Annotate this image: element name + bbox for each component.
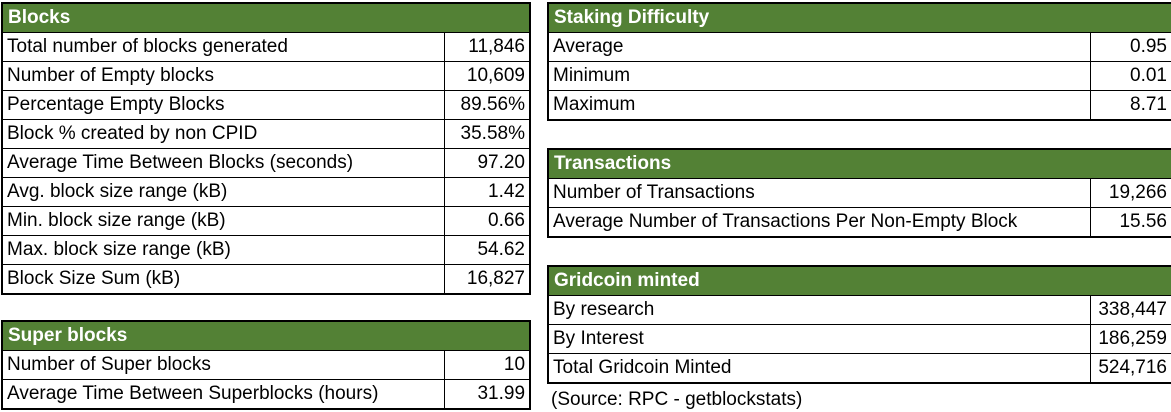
source-note: (Source: RPC - getblockstats)	[551, 389, 803, 410]
stat-value: 0.95	[1089, 32, 1171, 62]
stat-value: 0.66	[443, 206, 531, 236]
table-row: Average Time Between Superblocks (hours)…	[1, 379, 531, 410]
stat-value: 10,609	[443, 61, 531, 91]
stat-label: Average Time Between Blocks (seconds)	[1, 148, 445, 178]
stat-label: Average Number of Transactions Per Non-E…	[547, 207, 1091, 238]
table-row: Number of Transactions 19,266	[547, 178, 1171, 208]
transactions-table: Transactions Number of Transactions 19,2…	[547, 148, 1171, 238]
blocks-table: Blocks Total number of blocks generated …	[1, 2, 531, 295]
stat-label: Maximum	[547, 90, 1091, 121]
staking-difficulty-section-header: Staking Difficulty	[547, 2, 1171, 33]
stat-value: 89.56%	[443, 90, 531, 120]
stat-value: 16,827	[443, 264, 531, 295]
stat-value: 524,716	[1089, 353, 1171, 384]
stat-label: Block % created by non CPID	[1, 119, 445, 149]
stat-value: 10	[443, 350, 531, 380]
stat-label: Number of Empty blocks	[1, 61, 445, 91]
stat-value: 1.42	[443, 177, 531, 207]
stat-value: 0.01	[1089, 61, 1171, 91]
table-row: Block Size Sum (kB) 16,827	[1, 264, 531, 295]
table-row: Avg. block size range (kB) 1.42	[1, 177, 531, 207]
stat-label: Number of Super blocks	[1, 350, 445, 380]
stat-label: Total Gridcoin Minted	[547, 353, 1091, 384]
table-row: Average 0.95	[547, 32, 1171, 62]
super-blocks-table: Super blocks Number of Super blocks 10 A…	[1, 320, 532, 410]
table-row: Minimum 0.01	[547, 61, 1171, 91]
stat-value: 338,447	[1089, 295, 1171, 325]
stat-value: 186,259	[1089, 324, 1171, 354]
stat-label: By Interest	[547, 324, 1091, 354]
stat-label: Avg. block size range (kB)	[1, 177, 445, 207]
table-row: Min. block size range (kB) 0.66	[1, 206, 531, 236]
gridcoin-minted-table: Gridcoin minted By research 338,447 By I…	[547, 265, 1171, 384]
stat-label: Min. block size range (kB)	[1, 206, 445, 236]
stat-value: 19,266	[1089, 178, 1171, 208]
table-row: Number of Super blocks 10	[1, 350, 531, 380]
stat-label: Max. block size range (kB)	[1, 235, 445, 265]
stat-value: 15.56	[1089, 207, 1171, 238]
blocks-section-header: Blocks	[1, 2, 531, 33]
table-row: Max. block size range (kB) 54.62	[1, 235, 531, 265]
table-row: By Interest 186,259	[547, 324, 1171, 354]
stat-value: 11,846	[443, 32, 531, 62]
stat-label: By research	[547, 295, 1091, 325]
table-row: Average Number of Transactions Per Non-E…	[547, 207, 1171, 238]
table-header-row: Gridcoin minted	[547, 265, 1171, 296]
stat-label: Average	[547, 32, 1091, 62]
stat-value: 8.71	[1089, 90, 1171, 121]
transactions-section-header: Transactions	[547, 148, 1171, 179]
table-row: Average Time Between Blocks (seconds) 97…	[1, 148, 531, 178]
table-header-row: Super blocks	[1, 320, 531, 351]
stat-label: Percentage Empty Blocks	[1, 90, 445, 120]
stat-label: Minimum	[547, 61, 1091, 91]
stat-value: 35.58%	[443, 119, 531, 149]
stat-label: Total number of blocks generated	[1, 32, 445, 62]
table-row: Maximum 8.71	[547, 90, 1171, 121]
table-row: Percentage Empty Blocks 89.56%	[1, 90, 531, 120]
stat-label: Number of Transactions	[547, 178, 1091, 208]
super-blocks-section-header: Super blocks	[1, 320, 531, 351]
stat-value: 54.62	[443, 235, 531, 265]
table-row: By research 338,447	[547, 295, 1171, 325]
stat-label: Block Size Sum (kB)	[1, 264, 445, 295]
stat-value: 31.99	[443, 379, 531, 410]
table-row: Block % created by non CPID 35.58%	[1, 119, 531, 149]
table-row: Total Gridcoin Minted 524,716	[547, 353, 1171, 384]
stat-value: 97.20	[443, 148, 531, 178]
table-header-row: Transactions	[547, 148, 1171, 179]
table-row: Total number of blocks generated 11,846	[1, 32, 531, 62]
table-header-row: Blocks	[1, 2, 531, 33]
table-header-row: Staking Difficulty	[547, 2, 1171, 33]
staking-difficulty-table: Staking Difficulty Average 0.95 Minimum …	[547, 2, 1171, 121]
left-column: Blocks Total number of blocks generated …	[1, 2, 532, 412]
gridcoin-minted-section-header: Gridcoin minted	[547, 265, 1171, 296]
right-column: Staking Difficulty Average 0.95 Minimum …	[547, 2, 1171, 412]
stat-label: Average Time Between Superblocks (hours)	[1, 379, 445, 410]
table-row: Number of Empty blocks 10,609	[1, 61, 531, 91]
